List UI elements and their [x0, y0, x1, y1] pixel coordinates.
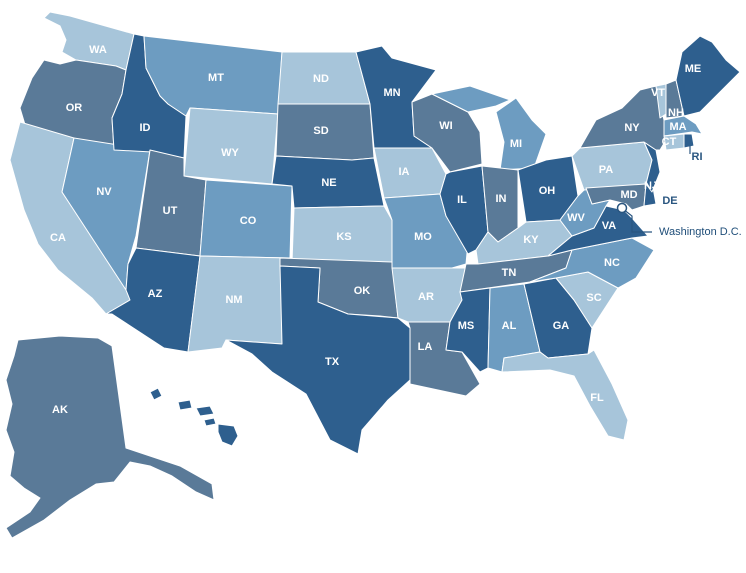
state-NM[interactable]	[187, 255, 291, 353]
state-PA[interactable]	[571, 141, 653, 191]
state-AK[interactable]	[5, 335, 215, 539]
state-WY[interactable]	[183, 107, 279, 185]
state-IA[interactable]	[373, 147, 447, 199]
state-MI[interactable]	[431, 85, 547, 171]
state-VT[interactable]	[645, 83, 667, 119]
dc-leader-line	[622, 208, 652, 233]
state-SD[interactable]	[275, 103, 375, 161]
label-RI: RI	[692, 151, 703, 163]
state-IN[interactable]	[481, 165, 519, 243]
label-DE: DE	[662, 195, 677, 207]
state-WA[interactable]	[43, 11, 135, 71]
state-CO[interactable]	[199, 179, 293, 259]
state-FL[interactable]	[501, 349, 629, 441]
state-ME[interactable]	[675, 35, 741, 117]
state-RI[interactable]	[683, 133, 695, 149]
state-CT[interactable]	[663, 133, 685, 151]
dc-label: Washington D.C.	[659, 226, 742, 238]
dc-marker[interactable]	[616, 202, 628, 214]
state-ND[interactable]	[277, 51, 371, 105]
state-HI[interactable]	[149, 387, 239, 447]
state-MA[interactable]	[663, 115, 703, 137]
state-TX[interactable]	[225, 265, 411, 455]
label-HI: HI	[196, 428, 207, 440]
state-KS[interactable]	[291, 205, 393, 263]
state-NY[interactable]	[579, 85, 667, 151]
